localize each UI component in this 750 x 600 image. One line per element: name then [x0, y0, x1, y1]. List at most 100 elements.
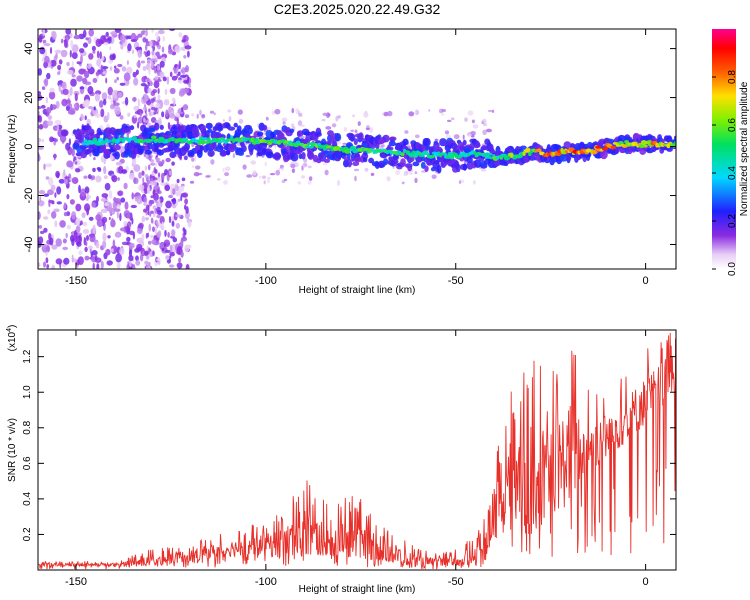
- heatmap-noise-blob: [151, 98, 156, 102]
- heatmap-noise-blob: [428, 109, 431, 112]
- heatmap-ridge-outer: [673, 135, 676, 140]
- heatmap-noise-blob: [127, 112, 131, 117]
- heatmap-ridge-core: [499, 156, 504, 160]
- heatmap-ridge-core: [673, 141, 676, 146]
- heatmap-noise-blob: [132, 158, 137, 166]
- heatmap-noise-blob: [157, 203, 162, 208]
- heatmap-noise-blob: [264, 161, 268, 167]
- heatmap-noise-blob: [114, 231, 122, 238]
- heatmap-ridge-outer: [181, 129, 188, 139]
- heatmap-noise-blob: [150, 195, 154, 199]
- heatmap-noise-blob: [146, 266, 151, 269]
- heatmap-noise-blob: [165, 249, 171, 253]
- heatmap-noise-blob: [161, 221, 164, 229]
- heatmap-noise-blob: [103, 165, 107, 175]
- heatmap-noise-blob: [152, 54, 157, 59]
- heatmap-ridge-core: [227, 138, 233, 142]
- heatmap-noise-blob: [64, 39, 68, 48]
- heatmap-noise-blob: [82, 229, 90, 234]
- heatmap-noise-blob: [51, 31, 57, 40]
- heatmap-noise-blob: [75, 203, 82, 212]
- snr-frame: [37, 329, 677, 571]
- heatmap-noise-blob: [85, 196, 89, 201]
- heatmap-ridge-core: [96, 141, 102, 146]
- heatmap-noise-blob: [354, 175, 357, 182]
- heatmap-noise-blob: [71, 254, 74, 263]
- heatmap-noise-blob: [84, 81, 92, 86]
- heatmap-noise-blob: [38, 200, 45, 207]
- heatmap-noise-blob: [43, 261, 46, 268]
- heatmap-noise-blob: [38, 190, 46, 195]
- heatmap-noise-blob: [95, 38, 102, 47]
- heatmap-noise-blob: [336, 180, 341, 186]
- heatmap-noise-blob: [491, 109, 495, 114]
- heatmap-noise-blob: [110, 97, 113, 105]
- heatmap-noise-blob: [202, 114, 205, 117]
- heatmap-ridge-core: [101, 140, 108, 144]
- heatmap-noise-blob: [401, 181, 405, 185]
- heatmap-noise-blob: [161, 247, 165, 252]
- heatmap-noise-blob: [103, 115, 109, 123]
- heatmap-noise-blob: [82, 221, 88, 227]
- heatmap-noise-blob: [62, 88, 69, 96]
- heatmap-noise-blob: [38, 106, 42, 110]
- heatmap-ridge-outer: [200, 145, 204, 151]
- heatmap-noise-blob: [143, 201, 147, 207]
- heatmap-noise-blob: [482, 118, 487, 124]
- heatmap-noise-blob: [38, 236, 44, 245]
- heatmap-x-ticks: -150 -100 -50 0: [65, 29, 649, 287]
- heatmap-noise-blob: [41, 244, 48, 248]
- heatmap-noise-blob: [119, 227, 126, 232]
- heatmap-ridge-outer: [114, 151, 120, 160]
- heatmap-noise-blob: [141, 170, 145, 176]
- heatmap-noise-blob: [381, 144, 385, 148]
- heatmap-noise-blob: [51, 244, 58, 250]
- heatmap-ridge-outer: [350, 152, 355, 162]
- heatmap-noise-blob: [222, 119, 225, 122]
- heatmap-noise-blob: [80, 68, 87, 73]
- heatmap-noise-blob: [102, 71, 108, 75]
- heatmap-noise-blob: [135, 260, 141, 266]
- heatmap-noise-blob: [60, 38, 64, 44]
- heatmap-ridge-outer: [219, 145, 224, 151]
- heatmap-noise-blob: [444, 130, 450, 135]
- heatmap-noise-blob: [172, 237, 178, 243]
- heatmap-noise-blob: [100, 260, 104, 269]
- svg-text:(x104): (x104): [6, 325, 18, 352]
- heatmap-noise-blob: [71, 60, 74, 69]
- heatmap-noise-blob: [151, 239, 157, 245]
- heatmap-ridge-outer: [454, 160, 460, 170]
- figure-title: C2E3.2025.020.22.49.G32: [274, 1, 441, 17]
- heatmap-noise-blob: [69, 234, 75, 243]
- heatmap-noise-blob: [107, 235, 111, 239]
- heatmap-noise-blob: [50, 59, 57, 67]
- heatmap-ridge-core: [217, 140, 223, 144]
- heatmap-noise-blob: [84, 186, 90, 194]
- heatmap-noise-blob: [58, 178, 65, 184]
- heatmap-ridge-core: [400, 152, 405, 156]
- heatmap-noise-blob: [156, 258, 161, 262]
- heatmap-noise-blob: [106, 260, 113, 266]
- heatmap-noise-blob: [44, 78, 49, 87]
- heatmap-noise-blob: [145, 204, 150, 211]
- heatmap-noise-blob: [161, 159, 165, 165]
- heatmap-noise-blob: [101, 208, 106, 213]
- heatmap-noise-blob: [205, 175, 211, 178]
- heatmap-noise-blob: [46, 120, 54, 126]
- heatmap-noise-blob: [121, 169, 128, 174]
- heatmap-noise-blob: [291, 107, 295, 114]
- heatmap-noise-blob: [157, 88, 160, 95]
- heatmap-noise-blob: [92, 50, 96, 54]
- heatmap-panel: -150 -100 -50 0 -40 -20 0 20 40 Height of strai…: [7, 28, 677, 296]
- heatmap-noise-blob: [160, 181, 165, 186]
- heatmap-noise-blob: [108, 217, 111, 220]
- heatmap-ridge-core: [503, 155, 511, 161]
- heatmap-noise-blob: [171, 161, 175, 166]
- heatmap-noise-blob: [93, 157, 96, 161]
- heatmap-noise-blob: [441, 108, 447, 113]
- heatmap-noise-blob: [464, 117, 468, 122]
- snr-y-label: SNR (10 * v/v): [7, 418, 18, 482]
- heatmap-noise-blob: [67, 109, 75, 115]
- heatmap-ridge-outer: [236, 125, 242, 132]
- heatmap-noise-blob: [192, 165, 195, 168]
